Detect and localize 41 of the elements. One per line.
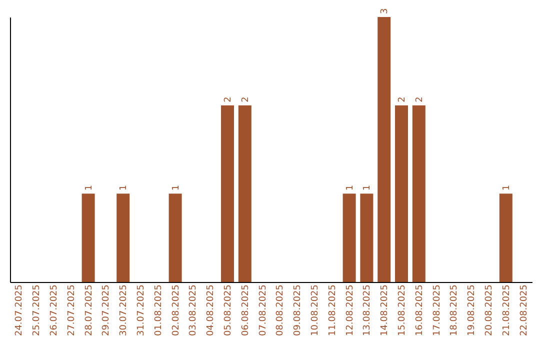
x-tick-label: 12.08.2025	[345, 284, 356, 336]
x-tick-label: 07.08.2025	[258, 284, 268, 336]
x-tick-label: 03.08.2025	[188, 284, 199, 336]
x-tick-label: 01.08.2025	[154, 284, 164, 336]
x-tick-label: 25.07.2025	[32, 284, 42, 336]
data-label: 1	[171, 184, 182, 191]
x-tick-label: 26.07.2025	[50, 284, 60, 336]
x-tick-label: 05.08.2025	[224, 284, 234, 336]
data-label: 1	[119, 184, 130, 191]
x-tick-label: 27.07.2025	[66, 284, 77, 336]
x-tick-label: 15.08.2025	[398, 284, 408, 336]
x-tick-label: 30.07.2025	[119, 284, 130, 336]
x-tick-label: 14.08.2025	[380, 284, 390, 336]
data-label: 1	[502, 184, 512, 191]
x-tick-label: 31.07.2025	[136, 284, 146, 336]
x-tick-label: 17.08.2025	[432, 284, 442, 336]
x-tick-label: 06.08.2025	[240, 284, 251, 336]
x-tick-label: 10.08.2025	[310, 284, 320, 336]
data-label: 1	[345, 184, 356, 191]
data-label: 2	[398, 96, 408, 102]
x-tick-label: 21.08.2025	[502, 284, 512, 336]
x-tick-label: 28.07.2025	[84, 284, 94, 336]
x-tick-label: 20.08.2025	[484, 284, 494, 336]
x-tick-label: 09.08.2025	[293, 284, 304, 336]
data-label: 1	[362, 184, 373, 191]
x-tick-label: 16.08.2025	[414, 284, 425, 336]
x-tick-label: 02.08.2025	[171, 284, 182, 336]
data-label: 1	[84, 184, 94, 191]
x-tick-label: 22.08.2025	[519, 284, 530, 336]
data-label: 3	[380, 8, 390, 14]
x-tick-label: 19.08.2025	[467, 284, 478, 336]
x-tick-label: 11.08.2025	[328, 284, 338, 336]
data-label: 2	[224, 96, 234, 102]
x-tick-label: 04.08.2025	[206, 284, 216, 336]
x-tick-label: 29.07.2025	[102, 284, 112, 336]
x-tick-label: 08.08.2025	[276, 284, 286, 336]
x-tick-label: 18.08.2025	[450, 284, 460, 336]
data-label: 2	[414, 96, 425, 102]
x-tick-label: 13.08.2025	[362, 284, 373, 336]
x-tick-label: 24.07.2025	[14, 284, 25, 336]
data-label: 2	[240, 96, 251, 102]
